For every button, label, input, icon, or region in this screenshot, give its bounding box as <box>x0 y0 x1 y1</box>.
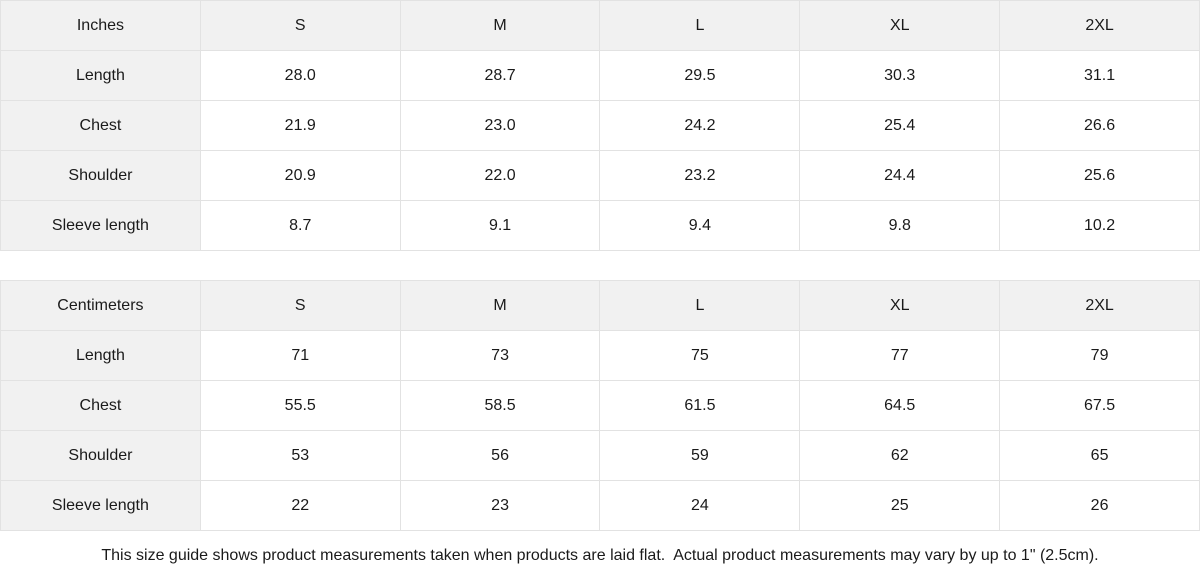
measurement-value-cell: 24 <box>599 480 801 531</box>
measurement-value-cell: 25 <box>799 480 1001 531</box>
measurement-value-cell: 31.1 <box>999 50 1200 101</box>
measurement-value-cell: 67.5 <box>999 380 1200 431</box>
measurement-value-cell: 61.5 <box>599 380 801 431</box>
measurement-value-cell: 53 <box>199 430 401 481</box>
measurement-value-cell: 24.4 <box>799 150 1001 201</box>
measurement-value-cell: 77 <box>799 330 1001 381</box>
size-table-inches: Inches S M L XL 2XL Length 28.0 28.7 29.5 30.3 31.1… <box>0 0 1200 251</box>
measurement-value-cell: 28.7 <box>399 50 601 101</box>
table-header-row: Inches S M L XL 2XL <box>0 0 1200 51</box>
table-row: Sleeve length 22 23 24 25 26 <box>0 480 1200 531</box>
measurement-value-cell: 10.2 <box>999 200 1200 251</box>
measurement-label-cell: Sleeve length <box>0 200 201 251</box>
size-header-cell: M <box>399 0 601 51</box>
measurement-value-cell: 23.2 <box>599 150 801 201</box>
measurement-value-cell: 25.6 <box>999 150 1200 201</box>
measurement-value-cell: 62 <box>799 430 1001 481</box>
size-header-cell: XL <box>799 280 1001 331</box>
measurement-value-cell: 22 <box>199 480 401 531</box>
measurement-value-cell: 59 <box>599 430 801 481</box>
table-row: Shoulder 20.9 22.0 23.2 24.4 25.6 <box>0 150 1200 201</box>
measurement-value-cell: 28.0 <box>199 50 401 101</box>
measurement-label-cell: Length <box>0 50 201 101</box>
table-row: Length 28.0 28.7 29.5 30.3 31.1 <box>0 50 1200 101</box>
measurement-value-cell: 26 <box>999 480 1200 531</box>
measurement-value-cell: 24.2 <box>599 100 801 151</box>
measurement-value-cell: 55.5 <box>199 380 401 431</box>
table-row: Shoulder 53 56 59 62 65 <box>0 430 1200 481</box>
table-row: Chest 21.9 23.0 24.2 25.4 26.6 <box>0 100 1200 151</box>
measurement-value-cell: 9.8 <box>799 200 1001 251</box>
measurement-label-cell: Shoulder <box>0 430 201 481</box>
measurement-value-cell: 56 <box>399 430 601 481</box>
measurement-value-cell: 79 <box>999 330 1200 381</box>
measurement-label-cell: Shoulder <box>0 150 201 201</box>
measurement-value-cell: 71 <box>199 330 401 381</box>
unit-header-cell: Centimeters <box>0 280 201 331</box>
size-header-cell: L <box>599 0 801 51</box>
measurement-value-cell: 65 <box>999 430 1200 481</box>
unit-header-cell: Inches <box>0 0 201 51</box>
measurement-label-cell: Length <box>0 330 201 381</box>
measurement-value-cell: 21.9 <box>199 100 401 151</box>
size-header-cell: S <box>199 280 401 331</box>
measurement-value-cell: 73 <box>399 330 601 381</box>
size-guide-disclaimer: This size guide shows product measuremen… <box>101 546 1099 564</box>
size-header-cell: M <box>399 280 601 331</box>
size-header-cell: 2XL <box>999 0 1200 51</box>
measurement-value-cell: 64.5 <box>799 380 1001 431</box>
size-header-cell: XL <box>799 0 1001 51</box>
measurement-value-cell: 20.9 <box>199 150 401 201</box>
table-gap-spacer <box>0 251 1200 280</box>
table-row: Sleeve length 8.7 9.1 9.4 9.8 10.2 <box>0 200 1200 251</box>
measurement-value-cell: 22.0 <box>399 150 601 201</box>
measurement-value-cell: 29.5 <box>599 50 801 101</box>
measurement-value-cell: 9.4 <box>599 200 801 251</box>
size-header-cell: 2XL <box>999 280 1200 331</box>
table-header-row: Centimeters S M L XL 2XL <box>0 280 1200 331</box>
size-header-cell: L <box>599 280 801 331</box>
table-row: Length 71 73 75 77 79 <box>0 330 1200 381</box>
measurement-label-cell: Sleeve length <box>0 480 201 531</box>
measurement-value-cell: 58.5 <box>399 380 601 431</box>
size-header-cell: S <box>199 0 401 51</box>
measurement-value-cell: 23 <box>399 480 601 531</box>
size-table-centimeters: Centimeters S M L XL 2XL Length 71 73 75 77 79 Chest… <box>0 280 1200 531</box>
size-guide-footer: This size guide shows product measuremen… <box>0 531 1200 580</box>
measurement-value-cell: 9.1 <box>399 200 601 251</box>
measurement-value-cell: 8.7 <box>199 200 401 251</box>
measurement-value-cell: 25.4 <box>799 100 1001 151</box>
measurement-value-cell: 30.3 <box>799 50 1001 101</box>
measurement-label-cell: Chest <box>0 100 201 151</box>
measurement-value-cell: 26.6 <box>999 100 1200 151</box>
measurement-label-cell: Chest <box>0 380 201 431</box>
measurement-value-cell: 75 <box>599 330 801 381</box>
table-row: Chest 55.5 58.5 61.5 64.5 67.5 <box>0 380 1200 431</box>
measurement-value-cell: 23.0 <box>399 100 601 151</box>
